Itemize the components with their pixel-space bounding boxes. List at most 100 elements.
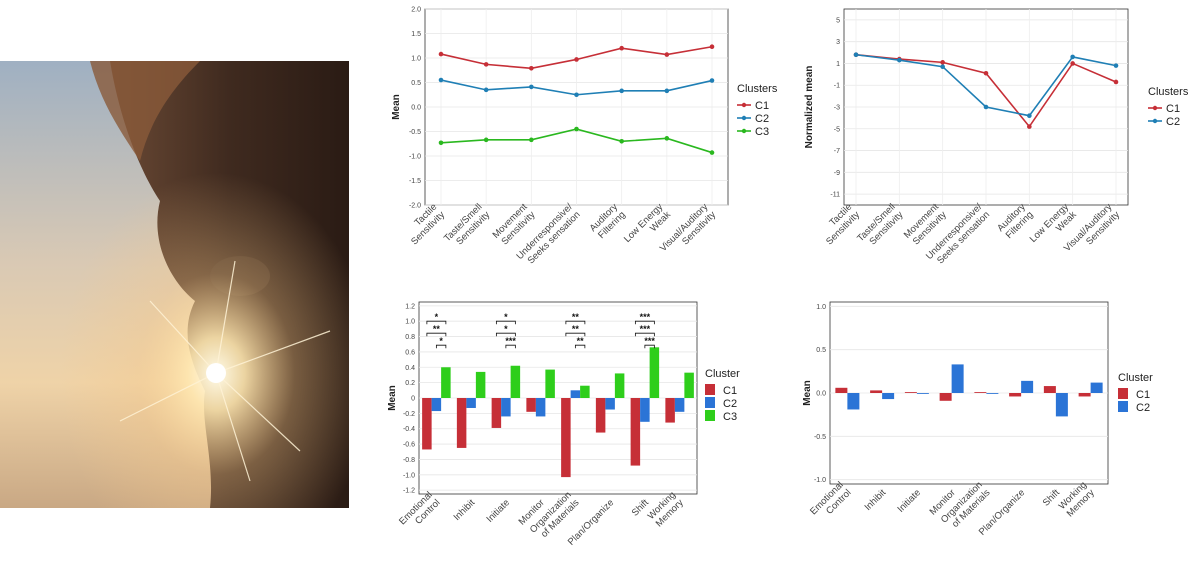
chart2-y-tick-label: 0.2 [405, 380, 415, 387]
chart1-y-tick-label: -7 [834, 148, 840, 155]
chart0-y-tick-label: -1.5 [409, 178, 421, 185]
chart2-y-tick-label: 1.0 [405, 319, 415, 326]
chart2-bar-C2 [535, 398, 546, 417]
chart2-bar-C2 [466, 398, 476, 408]
chart2-significance-label: *** [644, 336, 655, 346]
chart0-point-C3 [709, 150, 715, 155]
chart1-legend-title: Clusters [1148, 86, 1189, 98]
chart2-significance-label: * [435, 312, 439, 322]
chart1-point-C2 [1113, 63, 1119, 68]
chart3-bar-C1 [835, 387, 848, 393]
chart0-legend-key-dot [741, 102, 747, 108]
chart3-x-tick-label-line: Initiate [895, 487, 923, 515]
chart0-point-C2 [529, 84, 534, 90]
chart0-legend-key-dot [741, 115, 747, 121]
chart2-y-tick-label: -1.0 [403, 472, 415, 479]
chart3-y-axis-label: Mean [802, 380, 813, 406]
chart1-y-tick-label: -5 [834, 126, 840, 133]
chart0-legend-label: C1 [755, 100, 769, 112]
chart2-bar-C1 [665, 398, 675, 423]
chart1-legend-key-dot [1152, 118, 1158, 124]
chart3-y-tick-label: 1.0 [816, 304, 826, 311]
chart2-y-tick-label: -0.4 [403, 426, 415, 433]
mean-line-chart: 2.01.51.00.50.0-0.5-1.0-1.5-2.0TactileSe… [391, 7, 778, 267]
chart2-legend-key [705, 410, 715, 421]
chart2-significance-label: * [504, 312, 508, 322]
chart3-y-tick-label: 0.0 [816, 391, 826, 398]
chart2-bar-C3 [684, 372, 694, 398]
chart2-y-tick-label: 1.2 [405, 303, 415, 310]
chart3-bar-C1 [939, 393, 952, 401]
chart3-bar-C2 [951, 364, 964, 393]
chart1-point-C2 [983, 104, 989, 110]
chart1-y-tick-label: 3 [836, 39, 840, 46]
chart3-bar-C2 [986, 393, 999, 394]
chart2-significance-bracket [495, 320, 516, 325]
chart3-bar-C1 [974, 392, 987, 393]
chart2-legend-key [705, 384, 715, 395]
chart2-significance-label: ** [572, 324, 580, 334]
chart2-significance-bracket [644, 344, 655, 349]
chart3-bar-C2 [916, 393, 929, 394]
chart1-point-C2 [940, 64, 945, 70]
chart1-point-C2 [897, 57, 902, 63]
chart0-point-C2 [438, 77, 444, 83]
chart2-legend-label: C2 [723, 398, 737, 410]
chart2-x-tick-label-line: Initiate [484, 497, 512, 525]
chart2-significance-label: ** [572, 312, 580, 322]
chart0-point-C2 [709, 78, 715, 83]
chart2-x-tick-label: Initiate [484, 497, 512, 525]
chart2-significance-bracket [565, 332, 586, 337]
chart3-bar-C2 [847, 393, 860, 410]
chart0-y-tick-label: 1.5 [411, 31, 421, 38]
chart0-point-C1 [619, 45, 624, 51]
chart0-point-C3 [664, 136, 670, 141]
normalized-mean-line-chart: 5 3 1 -1 -3 -5 -7 -9 -11 TactileSensitivityTaste/… [804, 8, 1189, 266]
chart0-point-C2 [619, 88, 624, 94]
chart0-y-tick-label: -1.0 [409, 154, 421, 161]
sunset-face-photo [0, 61, 349, 508]
chart2-bar-C2 [674, 398, 685, 412]
chart2-legend-title: Cluster [705, 368, 740, 380]
chart0-point-C2 [574, 92, 579, 98]
chart3-x-tick-label: Initiate [895, 487, 923, 515]
chart0-y-axis-label: Mean [391, 94, 402, 120]
chart0-legend-label: C3 [755, 126, 769, 138]
chart0-point-C3 [438, 140, 444, 146]
chart2-legend-label: C3 [723, 411, 737, 423]
chart2-significance-bracket [435, 344, 447, 349]
chart0-y-tick-label: 0.5 [411, 80, 421, 87]
chart2-significance-bracket [574, 344, 586, 349]
chart3-x-tick-label-line: Inhibit [863, 487, 889, 513]
chart1-legend-key-dot [1152, 105, 1158, 111]
chart3-legend-label: C1 [1136, 389, 1150, 401]
chart0-point-C1 [709, 44, 715, 50]
chart2-bar-C3 [649, 347, 660, 398]
chart3-bar-C1 [904, 392, 917, 393]
chart3-legend-label: C2 [1136, 402, 1150, 414]
chart1-point-C1 [983, 70, 989, 76]
chart3-legend-key [1118, 401, 1128, 412]
chart2-bar-C2 [570, 390, 581, 398]
chart2-bar-C3 [441, 367, 451, 398]
chart1-point-C1 [1113, 79, 1119, 85]
chart2-significance-bracket [634, 320, 655, 325]
chart2-significance-bracket [634, 332, 655, 337]
chart3-bar-C2 [1021, 380, 1034, 393]
chart1-y-tick-label: -3 [834, 105, 840, 112]
chart0-point-C2 [483, 87, 489, 93]
chart3-bar-C1 [870, 390, 883, 393]
chart2-bar-C2 [605, 398, 615, 410]
chart2-y-axis-label: Mean [387, 385, 398, 411]
chart2-bar-C3 [545, 369, 555, 398]
chart2-significance-label: *** [640, 312, 651, 322]
chart0-point-C3 [529, 137, 534, 143]
chart3-bar-C1 [1078, 393, 1091, 397]
chart3-bar-C1 [1043, 386, 1056, 393]
